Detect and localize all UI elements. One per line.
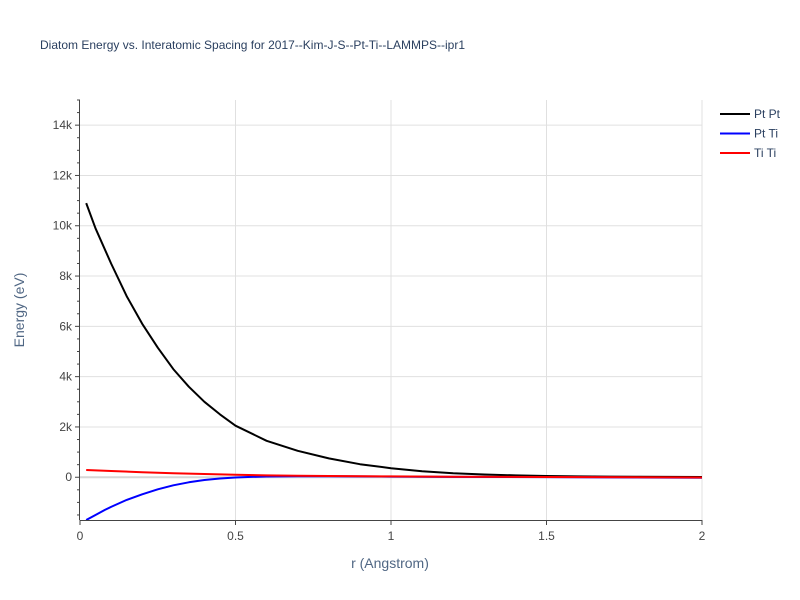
y-tick-label: 2k — [59, 420, 73, 434]
y-tick-label: 4k — [59, 370, 73, 384]
legend-item-pt-pt[interactable]: Pt Pt — [720, 107, 781, 121]
series-line-pt-ti — [85, 475, 702, 520]
x-tick-label: 2 — [699, 529, 706, 543]
chart-title: Diatom Energy vs. Interatomic Spacing fo… — [40, 38, 465, 52]
x-tick-label: 1 — [388, 529, 395, 543]
y-tick-label: 12k — [53, 168, 73, 182]
x-tick-label: 0 — [77, 529, 84, 543]
series-layer — [85, 202, 702, 520]
y-tick-label: 0 — [65, 470, 72, 484]
legend-label: Pt Ti — [754, 127, 778, 141]
y-tick-label: 6k — [59, 319, 73, 333]
x-tick-labels: 0 0.5 1 1.5 2 — [77, 529, 706, 543]
y-axis-title: Energy (eV) — [11, 273, 27, 348]
legend[interactable]: Pt Pt Pt Ti Ti Ti — [720, 107, 781, 160]
x-axis-title: r (Angstrom) — [351, 555, 429, 571]
grid-lines — [80, 100, 703, 520]
x-tick-label: 0.5 — [227, 529, 244, 543]
legend-label: Pt Pt — [754, 107, 781, 121]
legend-item-pt-ti[interactable]: Pt Ti — [720, 127, 778, 141]
y-tick-label: 10k — [53, 219, 73, 233]
x-tick-label: 1.5 — [538, 529, 555, 543]
y-tick-labels: 0 2k 4k 6k 8k 10k 12k 14k — [53, 118, 73, 484]
y-tick-label: 8k — [59, 269, 73, 283]
series-line-pt-pt — [85, 202, 702, 478]
axes — [75, 99, 703, 525]
series-line-ti-ti — [86, 469, 702, 479]
legend-label: Ti Ti — [754, 146, 776, 160]
y-tick-label: 14k — [53, 118, 73, 132]
legend-item-ti-ti[interactable]: Ti Ti — [720, 146, 776, 160]
